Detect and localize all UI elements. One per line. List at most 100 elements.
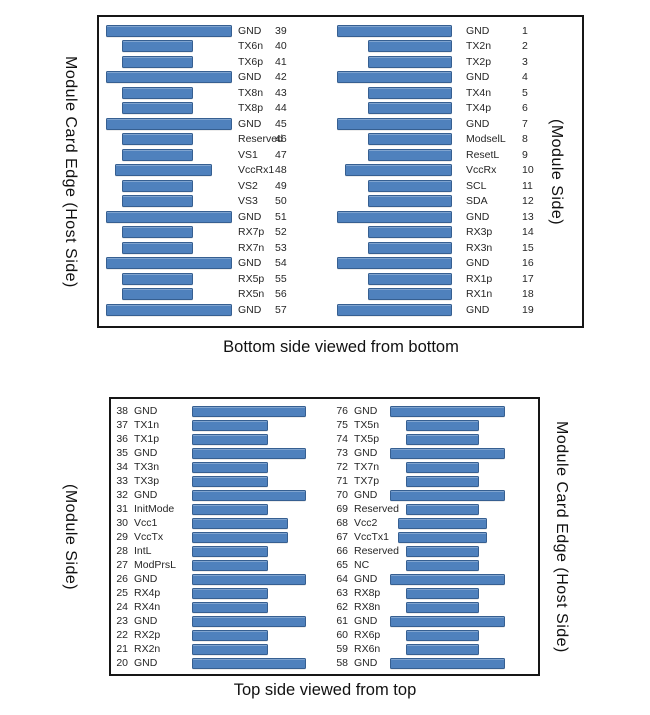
contact-pad-bar bbox=[368, 133, 452, 146]
pin-row: 27 ModPrsL bbox=[113, 558, 306, 572]
pad-track bbox=[192, 475, 306, 487]
pin-row: TX6p 41 bbox=[106, 54, 287, 70]
pin-row: 70 GND bbox=[333, 488, 505, 502]
contact-pad-bar bbox=[106, 24, 232, 37]
pin-row: 67 VccTx1 bbox=[333, 530, 505, 544]
pin-row: 65 NC bbox=[333, 558, 505, 572]
pin-name-label: SDA bbox=[466, 195, 488, 207]
pin-row: 29 VccTx bbox=[113, 530, 306, 544]
pin-number: 25 bbox=[116, 586, 128, 599]
contact-pad-bar bbox=[368, 288, 452, 301]
pin-name-label: ModselL bbox=[466, 133, 506, 145]
pin-column-1-19: GND 1 TX2n 2 TX2p 3 GND 4 TX4n 5 TX4p 6 GND 7 ModselL 8… bbox=[337, 23, 534, 318]
pin-row: 68 Vcc2 bbox=[333, 516, 505, 530]
contact-pad-bar bbox=[368, 86, 452, 99]
pad-track bbox=[390, 433, 505, 445]
pin-row: GND 13 bbox=[337, 209, 534, 225]
pin-name-label: RX1p bbox=[466, 272, 493, 285]
contact-pad-bar bbox=[368, 241, 452, 254]
pin-number: 18 bbox=[522, 288, 534, 300]
pad-track bbox=[390, 629, 505, 641]
pad-track bbox=[106, 71, 232, 84]
contact-pad-bar bbox=[122, 133, 193, 146]
pad-track bbox=[192, 503, 306, 515]
pin-row: 28 IntL bbox=[113, 544, 306, 558]
pin-name-label: TX8n bbox=[238, 86, 264, 99]
pad-track bbox=[337, 55, 452, 68]
pin-number: 35 bbox=[116, 446, 128, 459]
pin-name-label: GND bbox=[466, 117, 490, 130]
pin-row: 22 RX2p bbox=[113, 628, 306, 642]
pin-name-label: RX3n bbox=[466, 241, 493, 254]
contact-pad-bar bbox=[337, 257, 452, 270]
pin-number: 58 bbox=[336, 656, 348, 669]
pin-row: RX3p 14 bbox=[337, 225, 534, 241]
pin-number: 46 bbox=[275, 133, 287, 145]
pin-row: TX8n 43 bbox=[106, 85, 287, 101]
pin-number: 21 bbox=[116, 642, 128, 655]
side-label-host-edge-bottom: Module Card Edge (Host Side) bbox=[553, 421, 570, 653]
pin-name-label: TX5n bbox=[354, 418, 380, 431]
pin-row: GND 54 bbox=[106, 256, 287, 272]
contact-pad-bar bbox=[337, 24, 452, 37]
pad-track bbox=[106, 148, 232, 161]
pin-column-39-57: GND 39 TX6n 40 TX6p 41 GND 42 TX8n 43 TX8p 44 GND 45 R… bbox=[106, 23, 287, 318]
contact-pad-bar bbox=[398, 517, 487, 529]
pad-track bbox=[337, 71, 452, 84]
pin-number: 8 bbox=[522, 133, 528, 145]
pad-track bbox=[390, 503, 505, 515]
pin-name-label: GND bbox=[238, 117, 262, 130]
pin-row: RX3n 15 bbox=[337, 240, 534, 256]
pin-number: 69 bbox=[336, 502, 348, 515]
pin-name-label: Vcc1 bbox=[134, 516, 158, 529]
contact-pad-bar bbox=[368, 179, 452, 192]
pin-row: GND 19 bbox=[337, 302, 534, 318]
pin-name-label: RX3p bbox=[466, 226, 493, 238]
pin-row: TX6n 40 bbox=[106, 39, 287, 55]
pin-number: 47 bbox=[275, 148, 287, 161]
pad-track bbox=[192, 559, 306, 571]
pad-track bbox=[337, 24, 452, 37]
pin-number: 28 bbox=[116, 544, 128, 557]
pin-row: VccRx 10 bbox=[337, 163, 534, 179]
pin-number: 6 bbox=[522, 102, 528, 114]
contact-pad-bar bbox=[406, 461, 479, 473]
pad-track bbox=[106, 117, 232, 130]
pin-row: 71 TX7p bbox=[333, 474, 505, 488]
pad-track bbox=[106, 40, 232, 53]
pin-name-label: GND bbox=[466, 71, 490, 83]
pin-number: 41 bbox=[275, 55, 287, 68]
pad-track bbox=[337, 303, 452, 316]
contact-pad-bar bbox=[122, 195, 193, 208]
pin-number: 73 bbox=[336, 446, 348, 459]
pin-number: 50 bbox=[275, 195, 287, 207]
side-label-module-side-bottom: (Module Side) bbox=[62, 483, 79, 591]
caption-bottom-side: Bottom side viewed from bottom bbox=[223, 338, 459, 356]
pad-track bbox=[337, 226, 452, 239]
pad-track bbox=[106, 86, 232, 99]
pin-row: VS1 47 bbox=[106, 147, 287, 163]
contact-pad-bar bbox=[106, 117, 232, 130]
pin-name-label: Vcc2 bbox=[354, 516, 378, 529]
pin-number: 64 bbox=[336, 572, 348, 585]
pin-name-label: VS1 bbox=[238, 148, 258, 161]
pin-name-label: VS2 bbox=[238, 179, 258, 192]
pad-track bbox=[192, 587, 306, 599]
pin-row: 76 GND bbox=[333, 404, 505, 418]
pin-name-label: TX3n bbox=[134, 460, 160, 473]
pin-row: 37 TX1n bbox=[113, 418, 306, 432]
pad-track bbox=[390, 461, 505, 473]
pin-name-label: VccTx1 bbox=[354, 530, 390, 543]
pad-track bbox=[337, 179, 452, 192]
pin-row: RX1n 18 bbox=[337, 287, 534, 303]
pin-name-label: GND bbox=[354, 488, 378, 501]
contact-pad-bar bbox=[406, 587, 479, 599]
pin-number: 26 bbox=[116, 572, 128, 585]
pad-track bbox=[337, 164, 452, 177]
pad-track bbox=[390, 517, 505, 529]
pin-row: 32 GND bbox=[113, 488, 306, 502]
contact-pad-bar bbox=[368, 55, 452, 68]
contact-pad-bar bbox=[115, 164, 212, 177]
pin-number: 65 bbox=[336, 558, 348, 571]
